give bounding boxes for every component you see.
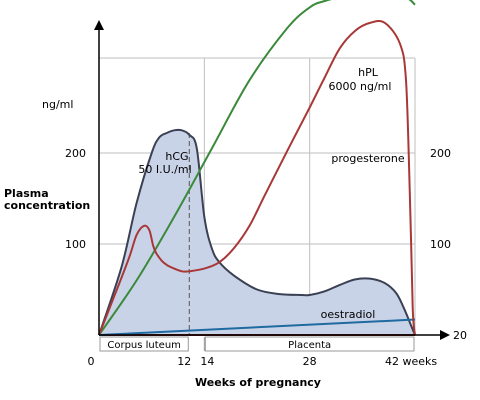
x-tick-label: 12: [177, 355, 191, 368]
y-unit-label: ng/ml: [42, 98, 73, 111]
progesterone-label: progesterone: [331, 152, 405, 165]
hpl-line: [98, 0, 416, 336]
y-tick-label-left: 200: [65, 147, 86, 160]
y-axis-title-line-1: Plasma: [4, 187, 49, 200]
y-tick-label-left: 100: [65, 238, 86, 251]
hpl-label: hPL: [358, 66, 379, 79]
progesterone-line: [98, 19, 416, 336]
phase-label: Corpus luteum: [107, 340, 181, 351]
labels: ng/ml Plasma concentration Weeks of preg…: [4, 66, 467, 389]
hcg-label: hCG: [165, 150, 188, 163]
y-axis-title-line-2: concentration: [4, 199, 90, 212]
oestradiol-line: [98, 318, 416, 336]
hcg-line: [98, 128, 416, 336]
hpl-annotation: 6000 ng/ml: [329, 80, 392, 93]
y-tick-label-right: 200: [430, 147, 451, 160]
phase-band: [99, 336, 189, 352]
x-tick-label: 0: [88, 355, 95, 368]
x-tick-label: 14: [200, 355, 214, 368]
oestradiol-label: oestradiol: [321, 308, 376, 321]
area-fills: [99, 129, 415, 335]
phase-band: [204, 336, 415, 352]
phase-label: Placenta: [288, 340, 331, 351]
x-axis-title: Weeks of pregnancy: [195, 376, 321, 389]
y-tick-label-right: 100: [430, 238, 451, 251]
x-tick-label: 28: [303, 355, 317, 368]
right-axis-label: 20: [453, 329, 467, 342]
hcg-area-fill: [99, 129, 415, 335]
axes: [94, 20, 450, 340]
x-tick-label: 42 weeks: [385, 355, 437, 368]
hcg-annotation: 50 I.U./ml: [138, 163, 191, 176]
